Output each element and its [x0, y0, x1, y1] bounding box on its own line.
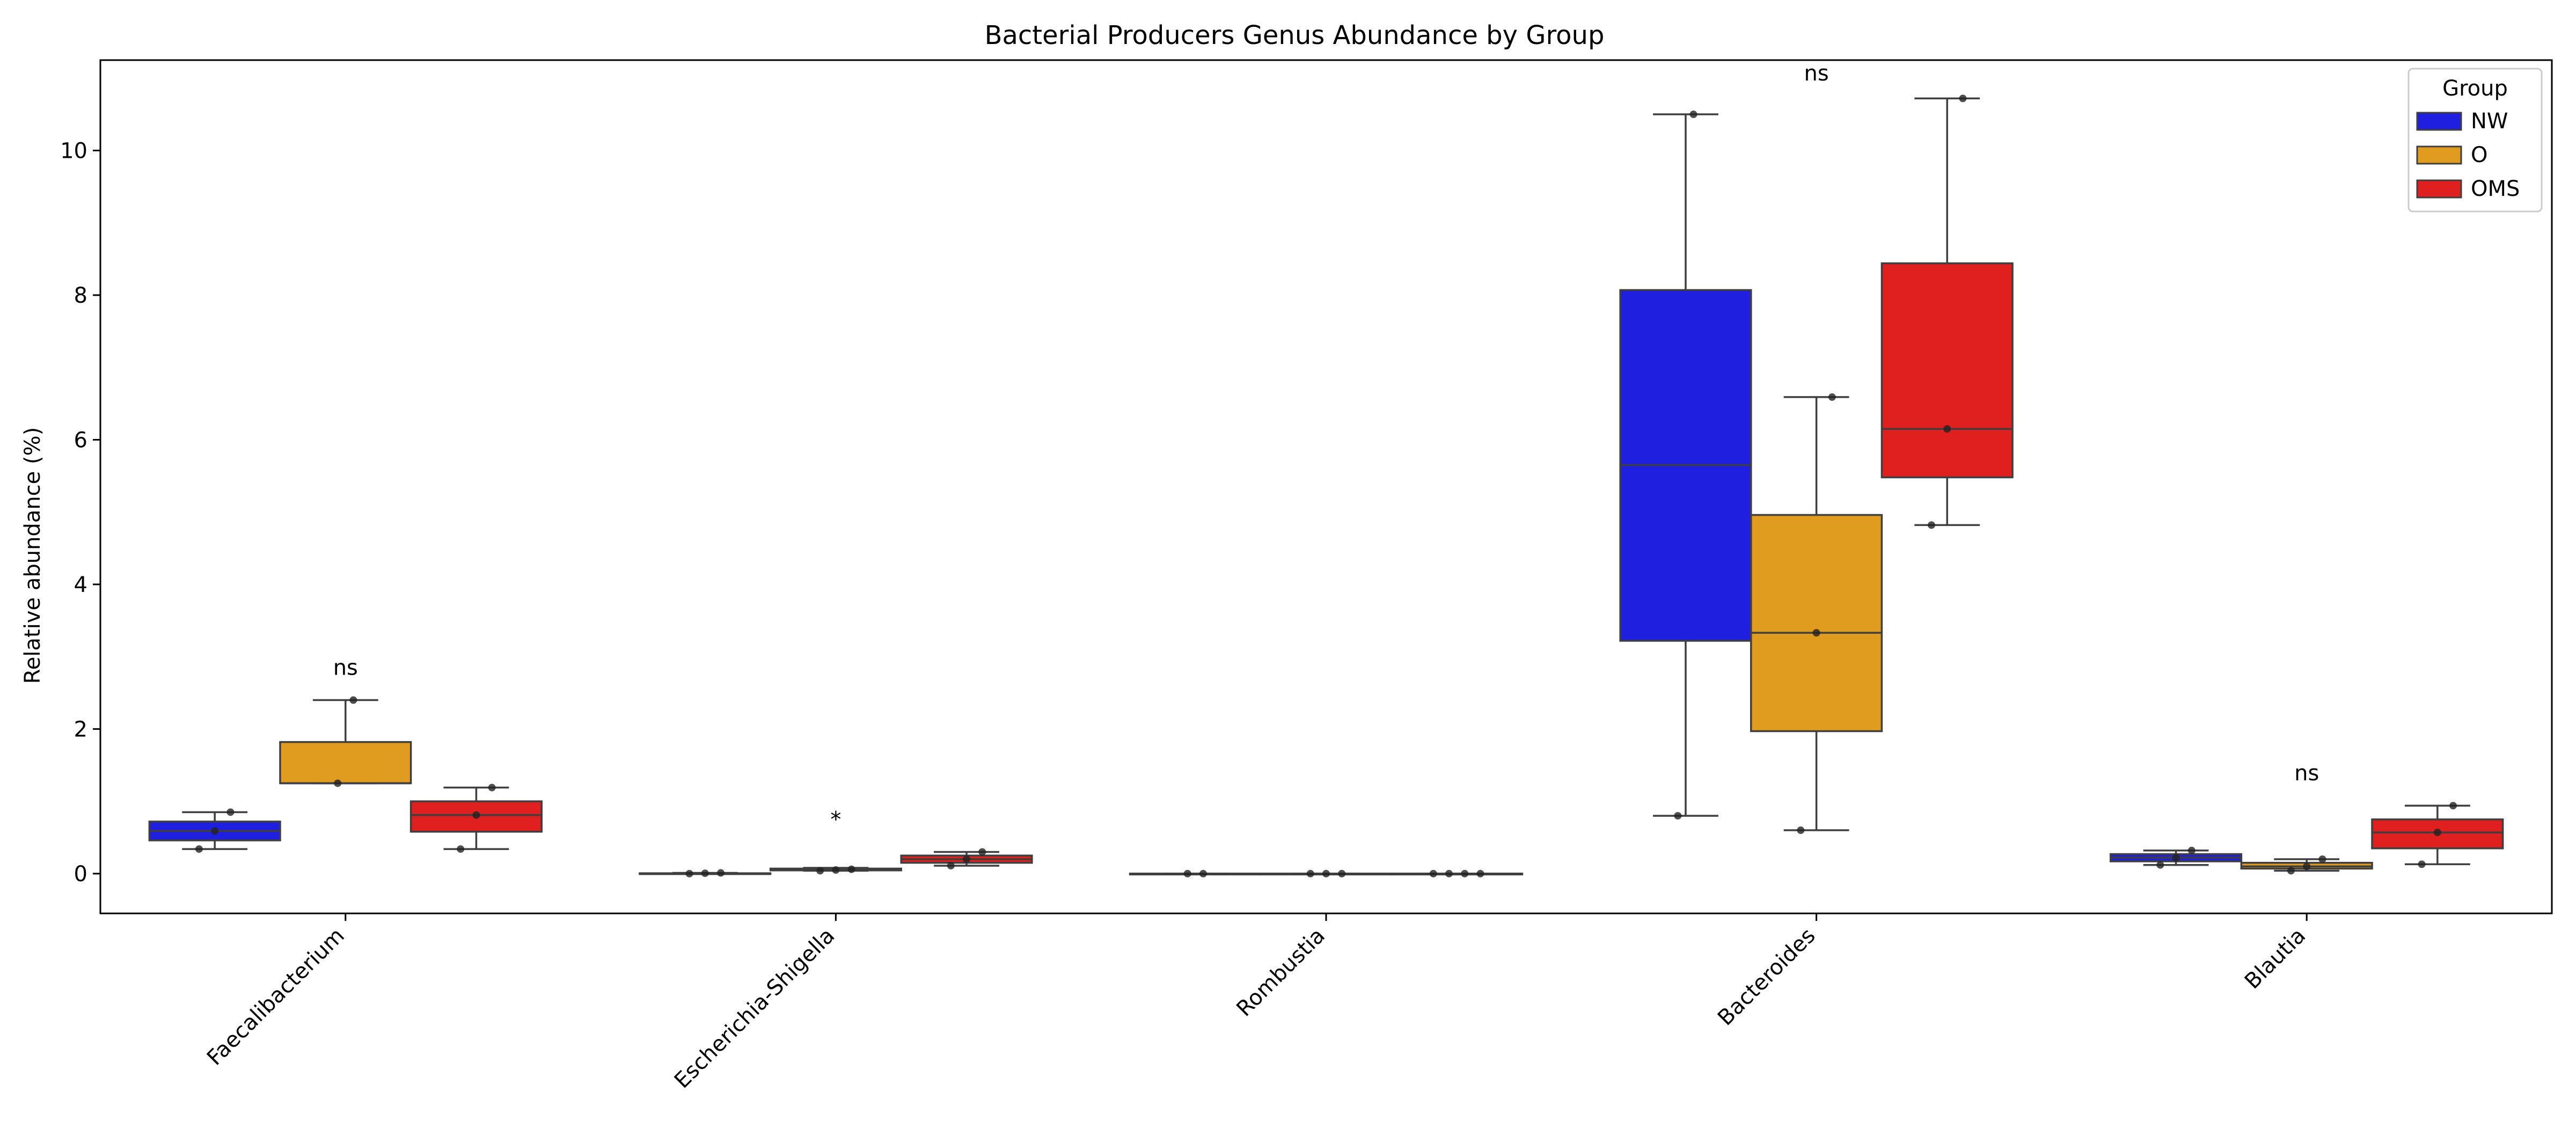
data-point: [1943, 425, 1951, 433]
data-point: [349, 696, 357, 704]
data-point: [1429, 869, 1437, 877]
box-nw-0: [148, 808, 281, 853]
x-tick-label-4: Blautia: [2240, 924, 2310, 994]
legend-swatch-o: [2416, 145, 2462, 165]
data-point: [1476, 869, 1484, 877]
legend-swatch-oms: [2416, 179, 2462, 199]
x-tick-label-2: Rombustia: [1232, 924, 1330, 1022]
data-point: [1927, 521, 1935, 529]
plot-frame: [99, 59, 2553, 914]
y-tick-label: 6: [74, 428, 87, 452]
data-point: [1812, 629, 1820, 637]
data-point: [717, 869, 725, 877]
data-point: [1461, 869, 1469, 877]
legend-box: [2407, 68, 2543, 213]
data-point: [1322, 869, 1330, 877]
data-point: [488, 784, 496, 792]
box-nw-4: [2110, 846, 2243, 869]
box-oms-1: [900, 848, 1033, 870]
box-o-3: [1750, 393, 1883, 835]
data-point: [211, 827, 219, 835]
data-point: [701, 869, 709, 877]
x-tick-label-3: Bacteroides: [1713, 924, 1820, 1031]
data-point: [2433, 829, 2441, 837]
x-tick-label-1: Escherichia-Shigella: [670, 924, 840, 1094]
data-point: [457, 845, 465, 853]
box-o-2: [1260, 869, 1393, 877]
data-point: [1828, 393, 1836, 401]
data-point: [2172, 854, 2180, 862]
y-tick-label: 0: [74, 862, 87, 887]
box-oms-3: [1880, 94, 2014, 529]
box-o-1: [769, 865, 902, 875]
data-point: [685, 869, 693, 877]
box-body: [1750, 514, 1883, 733]
box-nw-2: [1129, 869, 1262, 877]
significance-label-0: ns: [333, 655, 358, 680]
box-oms-2: [1391, 869, 1524, 877]
box-nw-3: [1619, 111, 1752, 820]
data-point: [832, 866, 840, 874]
box-o-0: [279, 696, 412, 787]
data-point: [1797, 826, 1805, 835]
data-point: [1338, 869, 1346, 877]
legend-title: Group: [2442, 76, 2508, 101]
y-tick-label: 8: [74, 283, 87, 308]
y-tick-label: 2: [74, 717, 87, 742]
box-nw-1: [639, 869, 772, 877]
y-tick-label: 4: [74, 573, 87, 597]
box-oms-4: [2371, 802, 2504, 868]
data-point: [472, 811, 480, 819]
significance-label-3: ns: [1804, 61, 1828, 86]
y-tick-label: 10: [60, 138, 87, 163]
data-point: [1306, 869, 1314, 877]
x-tick-label-0: Faecalibacterium: [202, 924, 349, 1071]
data-point: [947, 862, 955, 870]
box-body: [1880, 262, 2014, 479]
data-point: [963, 855, 971, 863]
data-point: [2187, 846, 2196, 854]
legend-label-o: O: [2471, 143, 2487, 167]
data-point: [1674, 812, 1682, 820]
box-body: [279, 741, 412, 785]
data-point: [2318, 855, 2326, 863]
significance-label-4: ns: [2294, 761, 2319, 786]
legend-swatch-nw: [2416, 112, 2462, 131]
data-point: [334, 779, 342, 787]
data-point: [1445, 869, 1453, 877]
data-point: [847, 865, 855, 873]
plot-area: ns * ns ns 0 2 4 6 8 10 Faecalibacterium Escherichi…: [60, 59, 2553, 1094]
data-point: [2287, 867, 2295, 875]
data-point: [1959, 94, 1967, 103]
data-point: [816, 867, 824, 875]
data-point: [1199, 869, 1207, 877]
data-point: [2449, 802, 2457, 810]
box-oms-0: [409, 784, 543, 853]
data-point: [226, 808, 235, 816]
data-point: [978, 848, 986, 856]
chart-title: Bacterial Producers Genus Abundance by G…: [985, 20, 1605, 50]
data-point: [2156, 861, 2164, 869]
box-o-4: [2240, 855, 2373, 875]
significance-label-1: *: [830, 807, 841, 832]
legend: Group NW O OMS: [2407, 68, 2543, 213]
legend-label-oms: OMS: [2471, 177, 2520, 201]
data-point: [1183, 869, 1191, 877]
data-point: [2418, 860, 2426, 868]
data-point: [1689, 111, 1697, 119]
data-point: [2303, 862, 2311, 870]
legend-label-nw: NW: [2471, 109, 2508, 134]
data-point: [195, 845, 203, 853]
y-axis-label: Relative abundance (%): [20, 427, 45, 684]
